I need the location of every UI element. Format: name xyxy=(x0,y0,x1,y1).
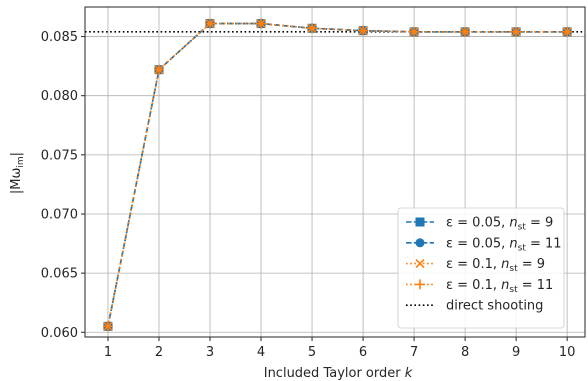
legend-label: ε = 0.1, nst = 11 xyxy=(446,278,553,295)
x-axis-label: Included Taylor order k xyxy=(264,366,413,381)
x-tick-label: 3 xyxy=(206,345,214,360)
square-marker xyxy=(415,217,425,227)
legend-label-value: = 11 xyxy=(518,278,554,293)
x-tick-label: 10 xyxy=(559,345,576,360)
x-marker xyxy=(415,259,425,269)
y-tick-label: 0.080 xyxy=(41,89,78,104)
plus-marker xyxy=(511,26,522,37)
y-axis-label: |Mωim| xyxy=(9,152,26,194)
legend: ε = 0.05, nst = 9ε = 0.05, nst = 11ε = 0… xyxy=(397,207,565,329)
legend-label-value: = 9 xyxy=(526,216,553,231)
legend-label-n: n xyxy=(509,216,517,231)
y-tick-label: 0.070 xyxy=(41,207,78,222)
legend-label-n: n xyxy=(509,236,517,251)
plus-marker xyxy=(562,26,573,37)
plus-marker xyxy=(102,321,113,332)
y-axis-label-subscript: im xyxy=(16,156,26,167)
legend-label-eps: ε = 0.05, xyxy=(446,216,509,231)
legend-label-n: n xyxy=(501,278,509,293)
plus-marker xyxy=(153,64,164,75)
y-tick-label: 0.085 xyxy=(41,30,78,45)
legend-label: ε = 0.05, nst = 11 xyxy=(446,236,562,253)
x-tick-label: 5 xyxy=(308,345,316,360)
x-tick-label: 9 xyxy=(512,345,520,360)
y-axis-label-close: | xyxy=(9,152,24,156)
plus-marker xyxy=(256,18,267,29)
plus-marker xyxy=(205,18,215,29)
legend-label-eps: ε = 0.1, xyxy=(446,257,501,272)
x-tick-layer: 1 2 3 4 5 6 7 8 9 10 xyxy=(104,337,576,360)
x-tick-label: 8 xyxy=(461,345,469,360)
legend-item: ε = 0.05, nst = 9 xyxy=(406,216,553,233)
x-tick-label: 2 xyxy=(155,345,163,360)
legend-label: ε = 0.1, nst = 9 xyxy=(446,257,545,274)
legend-label-sub: st xyxy=(518,243,527,253)
y-tick-label: 0.060 xyxy=(41,326,78,341)
x-tick-label: 4 xyxy=(257,345,265,360)
legend-label: direct shooting xyxy=(446,299,543,314)
legend-label-value: = 11 xyxy=(526,236,562,251)
x-tick-label: 1 xyxy=(104,345,112,360)
series-4 xyxy=(102,18,573,332)
series-layer xyxy=(102,18,573,332)
circle-marker xyxy=(415,238,425,248)
y-tick-layer: 0.060 0.065 0.070 0.075 0.080 0.085 xyxy=(41,30,85,341)
x-axis-label-text: Included Taylor order xyxy=(264,366,405,381)
series-line xyxy=(107,22,568,327)
legend-item: ε = 0.05, nst = 11 xyxy=(406,236,562,253)
legend-item: direct shooting xyxy=(406,299,543,314)
x-tick-label: 6 xyxy=(359,345,367,360)
plus-marker xyxy=(409,26,420,37)
plus-marker xyxy=(415,279,425,290)
plot-frame xyxy=(84,6,586,338)
legend-label: ε = 0.05, nst = 9 xyxy=(446,216,553,233)
legend-label-sub: st xyxy=(518,223,527,233)
legend-box xyxy=(397,207,565,329)
legend-item: ε = 0.1, nst = 9 xyxy=(406,257,545,274)
legend-item: ε = 0.1, nst = 11 xyxy=(406,278,553,295)
legend-label-sub: st xyxy=(509,285,518,295)
plus-marker xyxy=(358,25,369,36)
x-axis-label-variable: k xyxy=(405,366,413,381)
y-axis-label-text: |Mω xyxy=(9,168,24,194)
y-tick-label: 0.075 xyxy=(41,148,78,163)
legend-label-sub: st xyxy=(509,264,518,274)
plus-marker xyxy=(307,23,318,34)
legend-label-n: n xyxy=(501,257,509,272)
plus-marker xyxy=(460,26,471,37)
legend-label-eps: ε = 0.1, xyxy=(446,278,501,293)
y-tick-label: 0.065 xyxy=(41,267,78,282)
x-tick-label: 7 xyxy=(410,345,418,360)
legend-label-eps: ε = 0.05, xyxy=(446,236,509,251)
legend-label-value: = 9 xyxy=(518,257,545,272)
